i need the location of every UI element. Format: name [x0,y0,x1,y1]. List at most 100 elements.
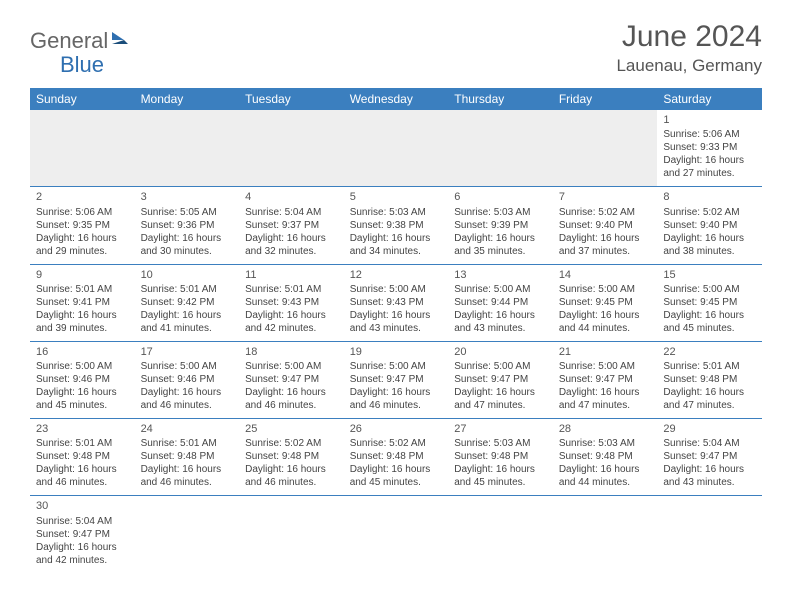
daylight-text: and 43 minutes. [350,322,443,335]
daylight-text: and 39 minutes. [36,322,129,335]
daylight-text: Daylight: 16 hours [559,463,652,476]
daylight-text: and 46 minutes. [350,399,443,412]
sunrise-text: Sunrise: 5:05 AM [141,206,234,219]
empty-day [135,496,240,573]
day-number: 11 [245,268,338,282]
daylight-text: Daylight: 16 hours [350,463,443,476]
daylight-text: and 43 minutes. [454,322,547,335]
sunrise-text: Sunrise: 5:01 AM [141,437,234,450]
daylight-text: Daylight: 16 hours [559,386,652,399]
daylight-text: and 47 minutes. [454,399,547,412]
calendar-day: 28Sunrise: 5:03 AMSunset: 9:48 PMDayligh… [553,419,658,496]
sunrise-text: Sunrise: 5:00 AM [559,360,652,373]
sunset-text: Sunset: 9:48 PM [663,373,756,386]
daylight-text: Daylight: 16 hours [454,232,547,245]
sunrise-text: Sunrise: 5:01 AM [36,437,129,450]
sunset-text: Sunset: 9:41 PM [36,296,129,309]
daylight-text: and 43 minutes. [663,476,756,489]
calendar-day: 17Sunrise: 5:00 AMSunset: 9:46 PMDayligh… [135,341,240,418]
sunset-text: Sunset: 9:43 PM [350,296,443,309]
calendar-day: 25Sunrise: 5:02 AMSunset: 9:48 PMDayligh… [239,419,344,496]
daylight-text: Daylight: 16 hours [559,232,652,245]
sunrise-text: Sunrise: 5:02 AM [559,206,652,219]
daylight-text: and 45 minutes. [36,399,129,412]
sunset-text: Sunset: 9:48 PM [559,450,652,463]
daylight-text: and 46 minutes. [245,399,338,412]
daylight-text: and 45 minutes. [663,322,756,335]
day-number: 23 [36,422,129,436]
logo: General [30,20,132,54]
daylight-text: and 29 minutes. [36,245,129,258]
calendar-day: 29Sunrise: 5:04 AMSunset: 9:47 PMDayligh… [657,419,762,496]
daylight-text: Daylight: 16 hours [663,309,756,322]
calendar-day: 15Sunrise: 5:00 AMSunset: 9:45 PMDayligh… [657,264,762,341]
daylight-text: and 45 minutes. [350,476,443,489]
day-number: 26 [350,422,443,436]
daylight-text: and 44 minutes. [559,476,652,489]
day-number: 27 [454,422,547,436]
calendar-day: 7Sunrise: 5:02 AMSunset: 9:40 PMDaylight… [553,187,658,264]
sunset-text: Sunset: 9:44 PM [454,296,547,309]
calendar-day: 22Sunrise: 5:01 AMSunset: 9:48 PMDayligh… [657,341,762,418]
title-block: June 2024 Lauenau, Germany [616,20,762,76]
day-number: 20 [454,345,547,359]
calendar-day: 12Sunrise: 5:00 AMSunset: 9:43 PMDayligh… [344,264,449,341]
calendar-table: SundayMondayTuesdayWednesdayThursdayFrid… [30,88,762,573]
daylight-text: Daylight: 16 hours [350,386,443,399]
day-number: 24 [141,422,234,436]
daylight-text: Daylight: 16 hours [350,232,443,245]
sunrise-text: Sunrise: 5:02 AM [350,437,443,450]
daylight-text: Daylight: 16 hours [245,463,338,476]
calendar-day: 13Sunrise: 5:00 AMSunset: 9:44 PMDayligh… [448,264,553,341]
sunrise-text: Sunrise: 5:01 AM [36,283,129,296]
sunset-text: Sunset: 9:47 PM [245,373,338,386]
daylight-text: Daylight: 16 hours [454,386,547,399]
daylight-text: Daylight: 16 hours [141,386,234,399]
empty-day [448,110,553,187]
daylight-text: and 47 minutes. [559,399,652,412]
logo-text-blue: Blue [60,52,104,78]
location: Lauenau, Germany [616,56,762,76]
calendar-day: 16Sunrise: 5:00 AMSunset: 9:46 PMDayligh… [30,341,135,418]
day-number: 18 [245,345,338,359]
day-number: 19 [350,345,443,359]
daylight-text: Daylight: 16 hours [245,309,338,322]
calendar-day: 18Sunrise: 5:00 AMSunset: 9:47 PMDayligh… [239,341,344,418]
day-number: 10 [141,268,234,282]
day-number: 28 [559,422,652,436]
sunset-text: Sunset: 9:48 PM [36,450,129,463]
daylight-text: Daylight: 16 hours [454,309,547,322]
sunrise-text: Sunrise: 5:00 AM [36,360,129,373]
calendar-week: 23Sunrise: 5:01 AMSunset: 9:48 PMDayligh… [30,419,762,496]
sunset-text: Sunset: 9:45 PM [559,296,652,309]
logo-text-general: General [30,28,108,54]
day-number: 13 [454,268,547,282]
day-header-row: SundayMondayTuesdayWednesdayThursdayFrid… [30,88,762,110]
daylight-text: Daylight: 16 hours [663,463,756,476]
daylight-text: and 42 minutes. [245,322,338,335]
sunset-text: Sunset: 9:35 PM [36,219,129,232]
sunset-text: Sunset: 9:47 PM [663,450,756,463]
daylight-text: and 46 minutes. [141,399,234,412]
calendar-day: 19Sunrise: 5:00 AMSunset: 9:47 PMDayligh… [344,341,449,418]
sunset-text: Sunset: 9:48 PM [141,450,234,463]
daylight-text: and 30 minutes. [141,245,234,258]
sunrise-text: Sunrise: 5:00 AM [350,283,443,296]
empty-day [344,496,449,573]
day-header: Thursday [448,88,553,110]
daylight-text: Daylight: 16 hours [559,309,652,322]
calendar-day: 3Sunrise: 5:05 AMSunset: 9:36 PMDaylight… [135,187,240,264]
daylight-text: and 46 minutes. [36,476,129,489]
sunrise-text: Sunrise: 5:00 AM [350,360,443,373]
sunset-text: Sunset: 9:46 PM [36,373,129,386]
page-header: General June 2024 Lauenau, Germany [30,20,762,76]
day-header: Saturday [657,88,762,110]
sunset-text: Sunset: 9:48 PM [350,450,443,463]
daylight-text: Daylight: 16 hours [454,463,547,476]
daylight-text: and 35 minutes. [454,245,547,258]
flag-icon [110,28,130,54]
calendar-day: 6Sunrise: 5:03 AMSunset: 9:39 PMDaylight… [448,187,553,264]
daylight-text: and 34 minutes. [350,245,443,258]
daylight-text: and 32 minutes. [245,245,338,258]
empty-day [30,110,135,187]
